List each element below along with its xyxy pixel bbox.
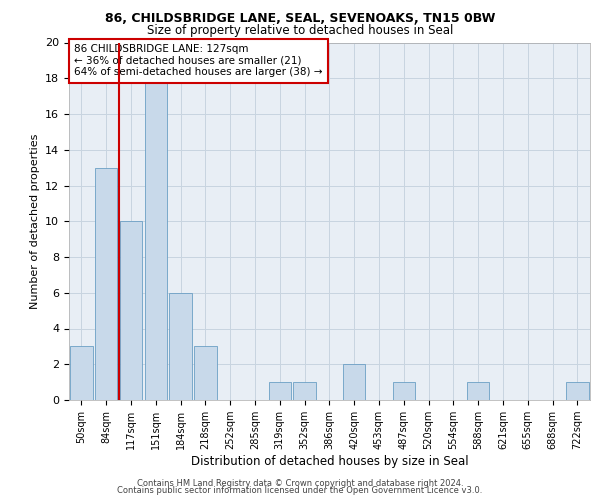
Bar [95, 168, 118, 400]
Bar [120, 221, 142, 400]
Bar [169, 292, 192, 400]
Bar [145, 60, 167, 400]
Bar [269, 382, 291, 400]
Bar [392, 382, 415, 400]
Bar [70, 346, 92, 400]
Text: 86 CHILDSBRIDGE LANE: 127sqm
← 36% of detached houses are smaller (21)
64% of se: 86 CHILDSBRIDGE LANE: 127sqm ← 36% of de… [74, 44, 323, 78]
Y-axis label: Number of detached properties: Number of detached properties [29, 134, 40, 309]
Bar [194, 346, 217, 400]
Bar [293, 382, 316, 400]
Bar [343, 364, 365, 400]
Bar [467, 382, 490, 400]
X-axis label: Distribution of detached houses by size in Seal: Distribution of detached houses by size … [191, 455, 468, 468]
Text: Contains public sector information licensed under the Open Government Licence v3: Contains public sector information licen… [118, 486, 482, 495]
Text: Contains HM Land Registry data © Crown copyright and database right 2024.: Contains HM Land Registry data © Crown c… [137, 478, 463, 488]
Bar [566, 382, 589, 400]
Text: Size of property relative to detached houses in Seal: Size of property relative to detached ho… [147, 24, 453, 37]
Text: 86, CHILDSBRIDGE LANE, SEAL, SEVENOAKS, TN15 0BW: 86, CHILDSBRIDGE LANE, SEAL, SEVENOAKS, … [105, 12, 495, 26]
